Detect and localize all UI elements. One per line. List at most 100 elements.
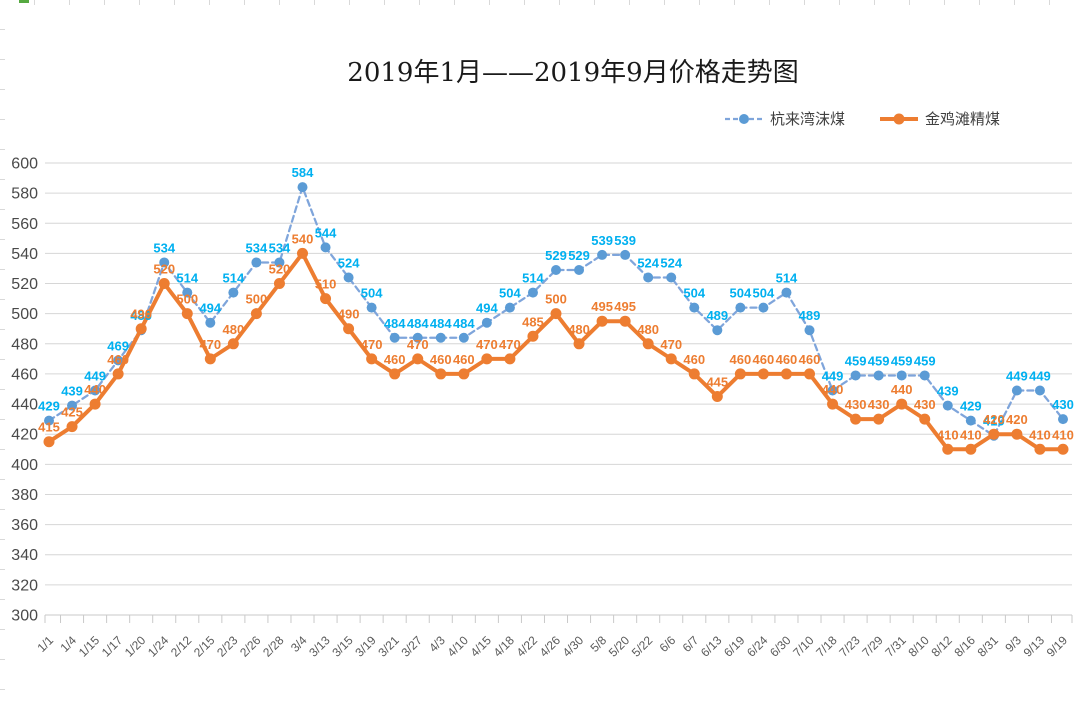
data-label-s1: 415 — [38, 420, 60, 435]
data-point-marker-s0 — [804, 325, 815, 336]
y-tick-label: 560 — [11, 216, 38, 233]
data-point-marker-s0 — [574, 264, 585, 275]
x-tick-label: 7/10 — [790, 633, 817, 660]
data-label-s0: 534 — [153, 240, 175, 255]
data-label-s0: 489 — [706, 308, 728, 323]
y-tick-label: 320 — [11, 577, 38, 594]
data-label-s0: 429 — [38, 399, 60, 414]
chart-legend: 杭来湾沫煤 金鸡滩精煤 — [724, 108, 1000, 129]
data-point-marker-s1 — [827, 398, 839, 410]
data-point-marker-s1 — [942, 443, 954, 455]
data-label-s1: 520 — [153, 262, 175, 277]
y-tick-label: 420 — [11, 427, 38, 444]
data-point-marker-s1 — [965, 443, 977, 455]
x-tick-label: 6/30 — [767, 633, 794, 660]
data-label-s1: 425 — [61, 405, 83, 420]
data-label-s1: 440 — [891, 382, 913, 397]
x-tick-label: 9/13 — [1021, 633, 1048, 660]
data-point-marker-s1 — [320, 293, 332, 305]
data-label-s1: 485 — [522, 314, 544, 329]
data-point-marker-s1 — [919, 413, 931, 425]
data-label-s0: 504 — [683, 286, 705, 301]
data-point-marker-s1 — [204, 353, 216, 365]
data-point-marker-s1 — [619, 315, 631, 327]
x-tick-label: 3/27 — [398, 633, 425, 660]
y-tick-label: 480 — [11, 336, 38, 353]
data-point-marker-s0 — [44, 415, 54, 426]
x-tick-label: 7/29 — [859, 633, 886, 660]
data-point-marker-s1 — [550, 308, 562, 320]
x-tick-label: 1/4 — [57, 633, 79, 655]
data-point-marker-s1 — [135, 323, 147, 335]
data-label-s1: 460 — [683, 352, 705, 367]
chart-title-text: 2019年1月——2019年9月价格走势图 — [347, 58, 799, 88]
x-tick-label: 2/23 — [214, 633, 241, 660]
data-label-s1: 500 — [176, 292, 198, 307]
x-tick-label: 1/24 — [145, 633, 172, 660]
spreadsheet-column-ticks — [0, 0, 1080, 5]
data-label-s1: 480 — [568, 322, 590, 337]
chart-title: 2019年1月——2019年9月价格走势图 — [0, 52, 1080, 89]
data-point-marker-s1 — [504, 353, 516, 365]
data-point-marker-s0 — [827, 385, 838, 396]
data-label-s1: 460 — [753, 352, 775, 367]
x-tick-label: 1/20 — [122, 633, 149, 660]
data-label-s1: 430 — [914, 397, 936, 412]
data-label-s0: 469 — [107, 338, 129, 353]
data-point-marker-s1 — [711, 391, 723, 403]
data-label-s1: 500 — [246, 292, 268, 307]
legend-dashed-line-marker-icon — [725, 113, 763, 124]
y-tick-label: 440 — [11, 397, 38, 414]
data-label-s0: 529 — [568, 248, 590, 263]
x-tick-label: 6/13 — [698, 633, 725, 660]
data-label-s1: 440 — [822, 382, 844, 397]
data-point-marker-s1 — [43, 436, 55, 448]
x-tick-label: 5/22 — [629, 633, 656, 660]
y-tick-label: 400 — [11, 457, 38, 474]
x-tick-label: 3/13 — [306, 633, 333, 660]
data-point-marker-s0 — [919, 370, 930, 381]
data-point-marker-s0 — [712, 325, 723, 336]
x-tick-label: 5/20 — [606, 633, 633, 660]
x-tick-label: 3/19 — [352, 633, 379, 660]
data-label-s1: 510 — [315, 277, 337, 292]
data-point-marker-s1 — [757, 368, 769, 380]
data-label-s0: 514 — [776, 271, 798, 286]
data-point-marker-s0 — [389, 332, 400, 343]
data-label-s1: 490 — [130, 307, 152, 322]
x-tick-label: 6/24 — [744, 633, 771, 660]
data-point-marker-s0 — [113, 355, 124, 366]
data-point-marker-s1 — [596, 315, 608, 327]
data-point-marker-s0 — [666, 272, 677, 283]
legend-label: 杭来湾沫煤 — [770, 111, 846, 128]
y-tick-label: 520 — [11, 276, 38, 293]
data-point-marker-s1 — [389, 368, 401, 380]
legend-item-hanglaiwan[interactable]: 杭来湾沫煤 — [724, 108, 845, 129]
data-label-s0: 534 — [246, 240, 268, 255]
y-tick-label: 500 — [11, 306, 38, 323]
data-label-s0: 514 — [176, 271, 198, 286]
data-point-marker-s0 — [1058, 414, 1068, 425]
x-tick-label: 4/30 — [560, 633, 587, 660]
data-point-marker-s1 — [642, 338, 654, 350]
data-point-marker-s1 — [66, 421, 78, 433]
data-label-s0: 539 — [614, 233, 636, 248]
legend-item-jinjitan[interactable]: 金鸡滩精煤 — [879, 108, 1000, 129]
data-point-marker-s1 — [458, 368, 470, 380]
data-label-s0: 584 — [292, 165, 314, 180]
data-point-marker-s1 — [366, 353, 378, 365]
data-label-s1: 445 — [706, 375, 728, 390]
data-label-s1: 460 — [384, 352, 406, 367]
legend-label: 金鸡滩精煤 — [925, 111, 1001, 128]
data-point-marker-s0 — [942, 400, 953, 411]
data-point-marker-s1 — [873, 413, 885, 425]
series-line-0 — [47, 185, 1065, 437]
data-point-marker-s0 — [205, 317, 216, 328]
x-tick-label: 6/7 — [680, 633, 702, 655]
data-point-marker-s1 — [1057, 443, 1069, 455]
x-tick-label: 5/8 — [588, 633, 610, 655]
data-point-marker-s1 — [734, 368, 746, 380]
data-point-marker-s1 — [896, 398, 908, 410]
data-label-s0: 439 — [937, 384, 959, 399]
